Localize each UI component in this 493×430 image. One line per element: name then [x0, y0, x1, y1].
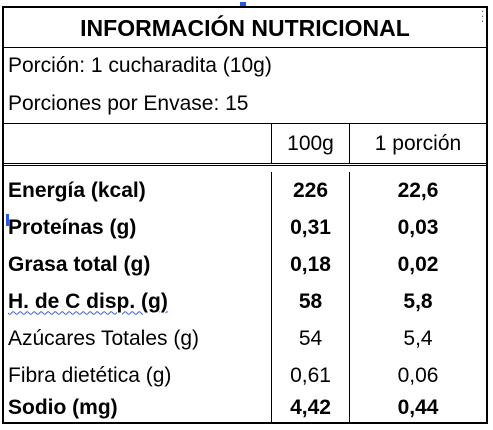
nutrient-name: Azúcares Totales (g) — [4, 320, 272, 357]
header-empty-cell — [4, 124, 272, 163]
value-per-100g: 54 — [272, 320, 350, 357]
table-title: INFORMACIÓN NUTRICIONAL — [4, 8, 486, 48]
value-per-100g: 0,18 — [272, 246, 350, 283]
value-per-portion: 22,6 — [397, 178, 439, 202]
nutrient-row-total-fat: Grasa total (g) 0,18 0,02 — [4, 246, 486, 283]
column-header-row: 100g 1 porción — [4, 124, 486, 166]
text-cursor-marker — [6, 214, 9, 226]
nutrient-name: Energía (kcal) — [4, 172, 272, 209]
nutrient-row-energy: Energía (kcal) 226 22,6 — [4, 172, 486, 209]
value-per-portion: 0,02 — [397, 252, 439, 276]
value-per-portion: 0,03 — [397, 215, 439, 239]
nutrient-name: Sodio (mg) — [4, 394, 272, 422]
selection-handle[interactable] — [240, 2, 246, 8]
more-options-icon[interactable]: · · · — [481, 7, 485, 28]
servings-per-container: Porciones por Envase: 15 — [4, 86, 486, 124]
header-per-portion: 1 porción — [374, 131, 462, 155]
value-per-100g: 226 — [272, 172, 350, 209]
value-per-portion: 5,8 — [403, 289, 433, 313]
value-per-100g: 0,61 — [272, 357, 350, 394]
header-per-100g: 100g — [272, 124, 350, 163]
nutrient-row-sodium: Sodio (mg) 4,42 0,44 — [4, 394, 486, 422]
nutrient-row-total-sugars: Azúcares Totales (g) 54 5,4 — [4, 320, 486, 357]
nutrient-name: Fibra dietética (g) — [4, 357, 272, 394]
value-per-100g: 4,42 — [272, 394, 350, 422]
value-per-portion: 0,06 — [397, 363, 439, 387]
nutrition-facts-table: INFORMACIÓN NUTRICIONAL Porción: 1 cucha… — [2, 6, 488, 424]
nutrient-row-dietary-fiber: Fibra dietética (g) 0,61 0,06 — [4, 357, 486, 394]
serving-size: Porción: 1 cucharadita (10g) — [8, 54, 272, 77]
value-per-100g: 58 — [272, 283, 350, 320]
value-per-portion: 0,44 — [397, 396, 439, 419]
nutrient-row-protein: Proteínas (g) 0,31 0,03 — [4, 209, 486, 246]
nutrient-name-text: H. de C disp. (g) — [8, 289, 168, 313]
nutrient-name: Proteínas (g) — [4, 209, 272, 246]
nutrient-row-carbohydrates: H. de C disp. (g) 58 5,8 — [4, 283, 486, 320]
value-per-portion: 5,4 — [403, 326, 433, 350]
nutrient-name: H. de C disp. (g) — [4, 283, 272, 320]
nutrient-name: Grasa total (g) — [4, 246, 272, 283]
value-per-100g: 0,31 — [272, 209, 350, 246]
